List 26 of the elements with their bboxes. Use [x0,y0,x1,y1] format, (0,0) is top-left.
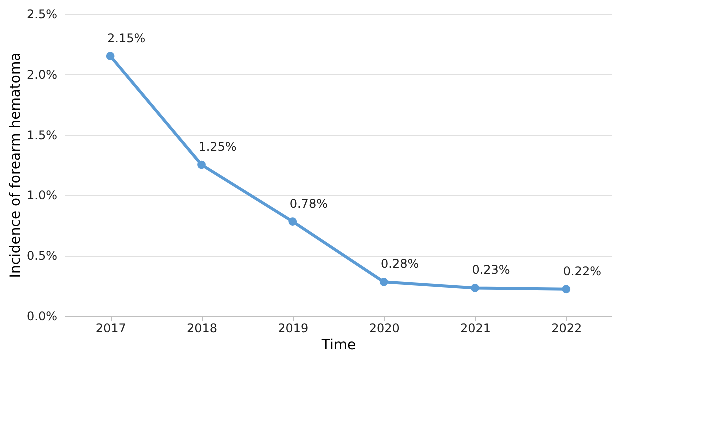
point [380,278,388,286]
y-tick-label: 0.5% [27,249,58,264]
x-tick-label: 2019 [278,322,309,336]
y-axis-title: Incidence of forearm hematoma [8,52,24,278]
x-tick-label: 2021 [460,322,492,336]
y-tick-label: 1.5% [27,128,58,142]
y-tick-label: 1.0% [27,188,58,203]
x-tick-label: 2022 [552,322,582,336]
point [288,218,298,226]
data-label: 0.28% [381,257,420,272]
data-label: 0.78% [290,196,328,211]
y-tick-label: 0.0% [27,310,58,324]
data-label: 1.25% [198,140,237,154]
data-label: 0.23% [472,263,510,278]
point [562,285,571,294]
data-label: 0.22% [563,264,602,278]
x-axis-title: Time [320,338,356,354]
point [198,160,206,170]
x-tick-label: 2017 [96,322,126,336]
x-tick-label: 2018 [186,322,218,336]
x-tick-label: 2020 [369,322,400,336]
y-tick-label: 2.0% [27,68,58,82]
y-tick-label: 2.5% [27,8,58,22]
data-label: 2.15% [108,31,146,46]
point [106,52,115,60]
point [471,284,480,292]
